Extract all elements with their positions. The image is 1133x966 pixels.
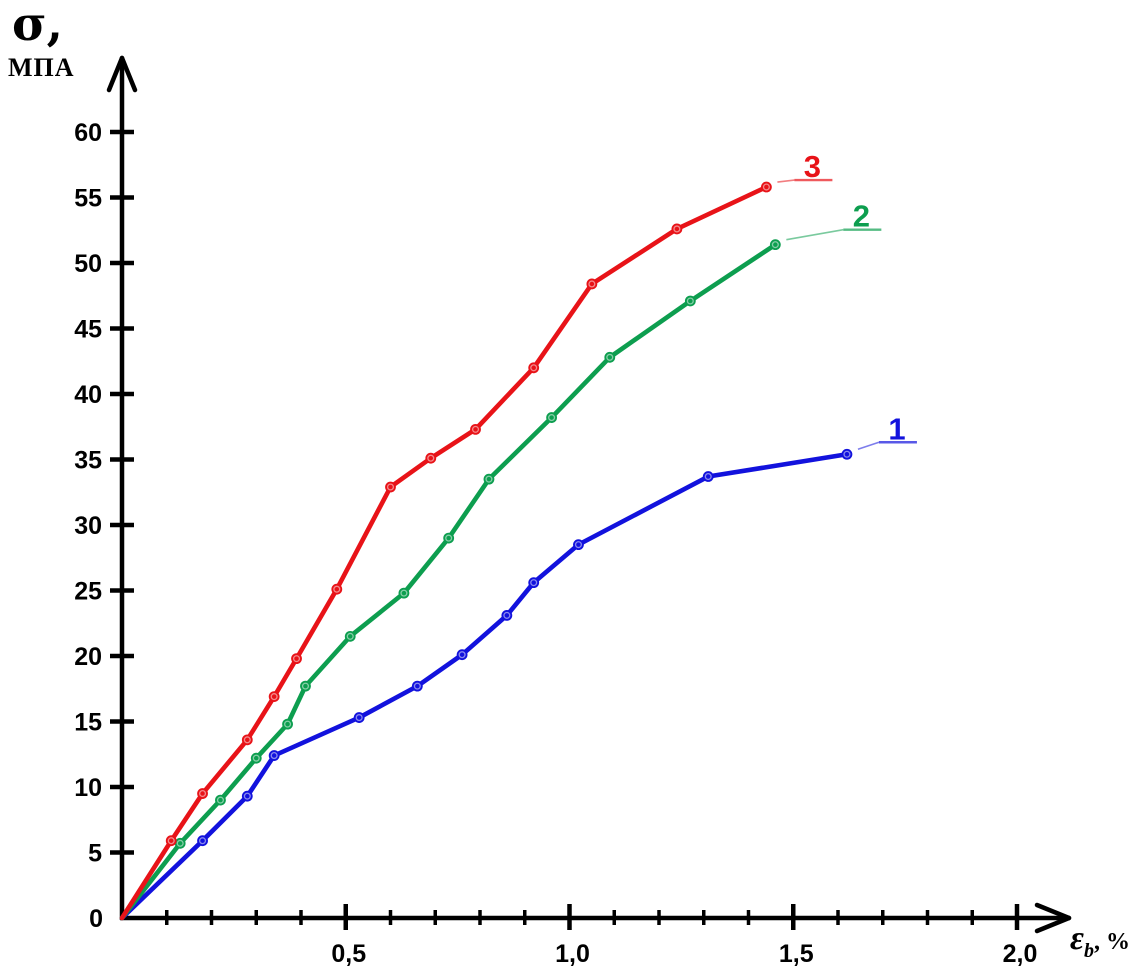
x-axis-symbol: ε — [1070, 920, 1084, 957]
y-tick-label: 40 — [74, 381, 102, 409]
data-point — [684, 295, 696, 307]
data-point — [300, 680, 311, 692]
data-point — [250, 752, 262, 764]
data-point — [268, 691, 280, 703]
data-point — [353, 712, 365, 723]
data-point — [344, 630, 356, 642]
data-point — [165, 835, 177, 847]
data-point — [528, 362, 540, 374]
data-point — [546, 412, 557, 423]
curve-label-1: 1 — [888, 411, 905, 446]
data-point — [197, 835, 208, 847]
data-point — [702, 471, 714, 482]
data-point — [769, 239, 781, 251]
data-point — [501, 609, 513, 621]
x-axis-unit: , % — [1093, 929, 1130, 955]
data-point — [174, 837, 186, 849]
data-point — [331, 583, 343, 595]
data-point — [425, 452, 437, 464]
y-tick-label: 45 — [74, 316, 102, 344]
y-tick-label: 15 — [74, 709, 102, 737]
x-tick-label: 1,5 — [779, 940, 814, 966]
data-point — [841, 448, 853, 460]
data-point — [456, 649, 468, 661]
data-point — [586, 278, 598, 290]
y-tick-label: 60 — [74, 119, 102, 147]
y-tick-label: 5 — [88, 840, 102, 868]
y-tick-label: 20 — [74, 643, 102, 671]
data-point — [470, 423, 481, 435]
data-point — [282, 718, 293, 730]
data-point — [604, 351, 616, 363]
x-tick-label: 2,0 — [1003, 940, 1038, 966]
y-tick-label: 10 — [74, 774, 102, 802]
y-axis-title: σ, МПА — [8, 0, 75, 82]
data-point — [385, 481, 396, 493]
y-tick-label: 30 — [74, 512, 102, 540]
x-axis-title: εb, % — [1070, 920, 1130, 963]
x-tick-label: 0,5 — [331, 940, 366, 966]
data-point — [241, 790, 253, 802]
curve-label-3: 3 — [804, 149, 821, 184]
data-point — [268, 750, 280, 761]
y-tick-label: 25 — [74, 578, 102, 606]
x-axis-ticks: 0,5 1,0 1,5 2,0 — [165, 904, 1038, 966]
data-point — [197, 788, 208, 799]
axes — [106, 55, 1072, 934]
data-point — [761, 181, 772, 193]
x-tick-label: 1,0 — [555, 940, 590, 966]
data-point — [443, 532, 455, 544]
data-point — [573, 539, 584, 551]
data-point — [671, 223, 683, 235]
y-axis-symbol: σ, — [12, 0, 64, 52]
data-point — [483, 473, 495, 485]
series-3: 3 — [119, 149, 833, 921]
y-tick-label: 35 — [74, 447, 102, 475]
y-axis-ticks: 5 10 15 20 25 30 35 40 45 50 55 60 0 — [74, 119, 134, 933]
data-point — [411, 680, 423, 692]
y-axis-unit: МПА — [8, 53, 75, 82]
y-tick-label: 55 — [74, 185, 102, 213]
y-tick-label: 50 — [74, 250, 102, 278]
x-axis-subscript: b — [1083, 940, 1094, 962]
series-2: 2 — [119, 199, 882, 921]
series-1: 1 — [119, 411, 917, 921]
data-point — [215, 794, 226, 806]
data-point — [241, 734, 253, 746]
data-point — [398, 587, 410, 599]
origin-label: 0 — [89, 905, 103, 933]
data-point — [528, 577, 540, 589]
curve-label-2: 2 — [853, 199, 870, 234]
data-point — [291, 653, 302, 665]
